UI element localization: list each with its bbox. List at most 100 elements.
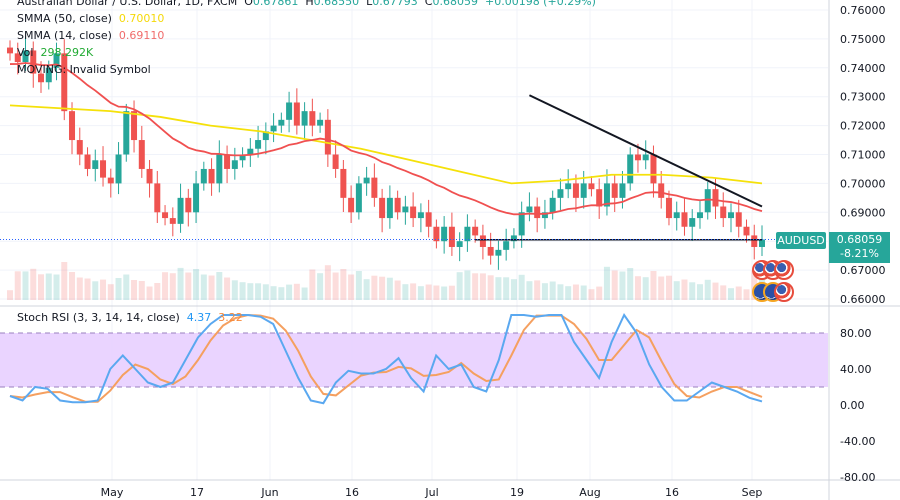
candle-body: [154, 183, 161, 213]
volume-bar: [743, 289, 750, 300]
candle-body: [216, 154, 223, 184]
candle-body: [76, 140, 83, 155]
candle-body: [131, 111, 138, 141]
candle-body: [565, 183, 572, 190]
volume-bar: [510, 279, 517, 300]
candle-body: [549, 197, 556, 213]
volume-legend[interactable]: Vol 298.292K: [17, 46, 94, 59]
volume-bar: [650, 271, 657, 300]
smma50-legend[interactable]: SMMA (50, close) 0.70010: [17, 12, 165, 25]
candle-body: [681, 212, 688, 227]
candle-body: [433, 226, 440, 242]
volume-bar: [239, 282, 246, 300]
volume-bar: [541, 283, 548, 300]
candle-body: [448, 226, 455, 247]
candle-body: [53, 53, 60, 68]
volume-bar: [479, 273, 486, 300]
candle-body: [410, 206, 417, 219]
candle-body: [518, 212, 525, 236]
open-value: 0.67861: [252, 0, 299, 8]
candle-body: [689, 218, 696, 227]
candle-body: [665, 197, 672, 219]
volume-bar: [332, 272, 339, 300]
candle-body: [100, 160, 107, 178]
candle-body: [743, 226, 750, 236]
volume-bar: [363, 279, 370, 300]
price-axis-label: 0.75000: [840, 33, 886, 46]
us-flag-icon[interactable]: [774, 282, 794, 302]
price-axis-label: 0.74000: [840, 62, 886, 75]
volume-bar: [262, 284, 269, 300]
symbol-legend: Australian Dollar / U.S. Dollar, 1D, FXC…: [17, 0, 596, 8]
candle-body: [208, 168, 215, 184]
last-price: 0.68059: [836, 233, 883, 246]
candle-body: [464, 226, 471, 242]
candle-body: [735, 212, 742, 227]
candle-body: [162, 212, 169, 219]
close-value: 0.68059: [432, 0, 478, 8]
smma14-legend[interactable]: SMMA (14, close) 0.69110: [17, 29, 165, 42]
volume-bar: [208, 275, 215, 300]
candle-body: [611, 183, 618, 198]
candle-body: [557, 189, 564, 198]
time-axis-label: Sep: [742, 486, 763, 499]
candle-body: [200, 168, 207, 184]
candle-body: [394, 197, 401, 213]
volume-bar: [100, 279, 107, 300]
volume-bar: [7, 290, 13, 300]
volume-bar: [185, 272, 192, 300]
volume-bar: [472, 273, 479, 300]
time-axis-label: 16: [665, 486, 679, 499]
candle-body: [177, 197, 184, 224]
volume-bar: [193, 269, 200, 300]
candle-body: [650, 154, 657, 184]
candle-body: [340, 168, 347, 198]
stoch-rsi-legend[interactable]: Stoch RSI (3, 3, 14, 14, close) 4.37 3.2…: [17, 311, 243, 324]
candle-body: [627, 154, 634, 184]
high-value: 0.68550: [313, 0, 360, 8]
candle-body: [239, 154, 246, 161]
price-axis-label: 0.73000: [840, 91, 886, 104]
candle-body: [123, 111, 130, 155]
candle-body: [503, 241, 510, 250]
candle-body: [634, 154, 641, 161]
volume-bar: [534, 280, 541, 300]
volume-bar: [14, 271, 21, 300]
volume-bar: [557, 284, 564, 300]
candle-body: [541, 212, 548, 219]
volume-bar: [69, 272, 76, 300]
volume-bar: [270, 286, 277, 300]
smma14-line: [9, 62, 763, 216]
candle-body: [588, 183, 595, 190]
candle-body: [332, 154, 339, 169]
candle-body: [487, 246, 494, 256]
volume-bar: [425, 284, 432, 300]
stoch-d-line: [9, 313, 763, 403]
volume-bar: [565, 286, 572, 300]
candle-body: [92, 160, 99, 169]
candle-body: [727, 212, 734, 219]
us-flag-icon[interactable]: [774, 260, 794, 280]
low-value: 0.67793: [372, 0, 418, 8]
symbol-title: Australian Dollar / U.S. Dollar, 1D, FXC…: [17, 0, 238, 8]
stoch-k-line: [9, 312, 763, 405]
moving-legend[interactable]: MOVING: Invalid Symbol: [17, 63, 151, 76]
volume-bar: [177, 267, 184, 300]
stoch-axis-label: 0.00: [840, 399, 865, 412]
candle-body: [309, 111, 316, 126]
volume-bar: [464, 270, 471, 300]
candle-body: [14, 53, 21, 63]
candle-body: [495, 249, 502, 256]
price-axis-label: 0.70000: [840, 177, 886, 190]
price-axis-label: 0.66000: [840, 293, 886, 306]
candle-body: [534, 206, 541, 219]
volume-bar: [495, 277, 502, 300]
candle-body: [231, 160, 238, 169]
volume-bar: [681, 279, 688, 300]
volume-bar: [255, 283, 262, 300]
last-price-tag: 0.68059 -8.21%: [829, 232, 890, 263]
time-axis-label: Jul: [424, 486, 438, 499]
candle-body: [526, 206, 533, 213]
volume-bar: [216, 272, 223, 300]
